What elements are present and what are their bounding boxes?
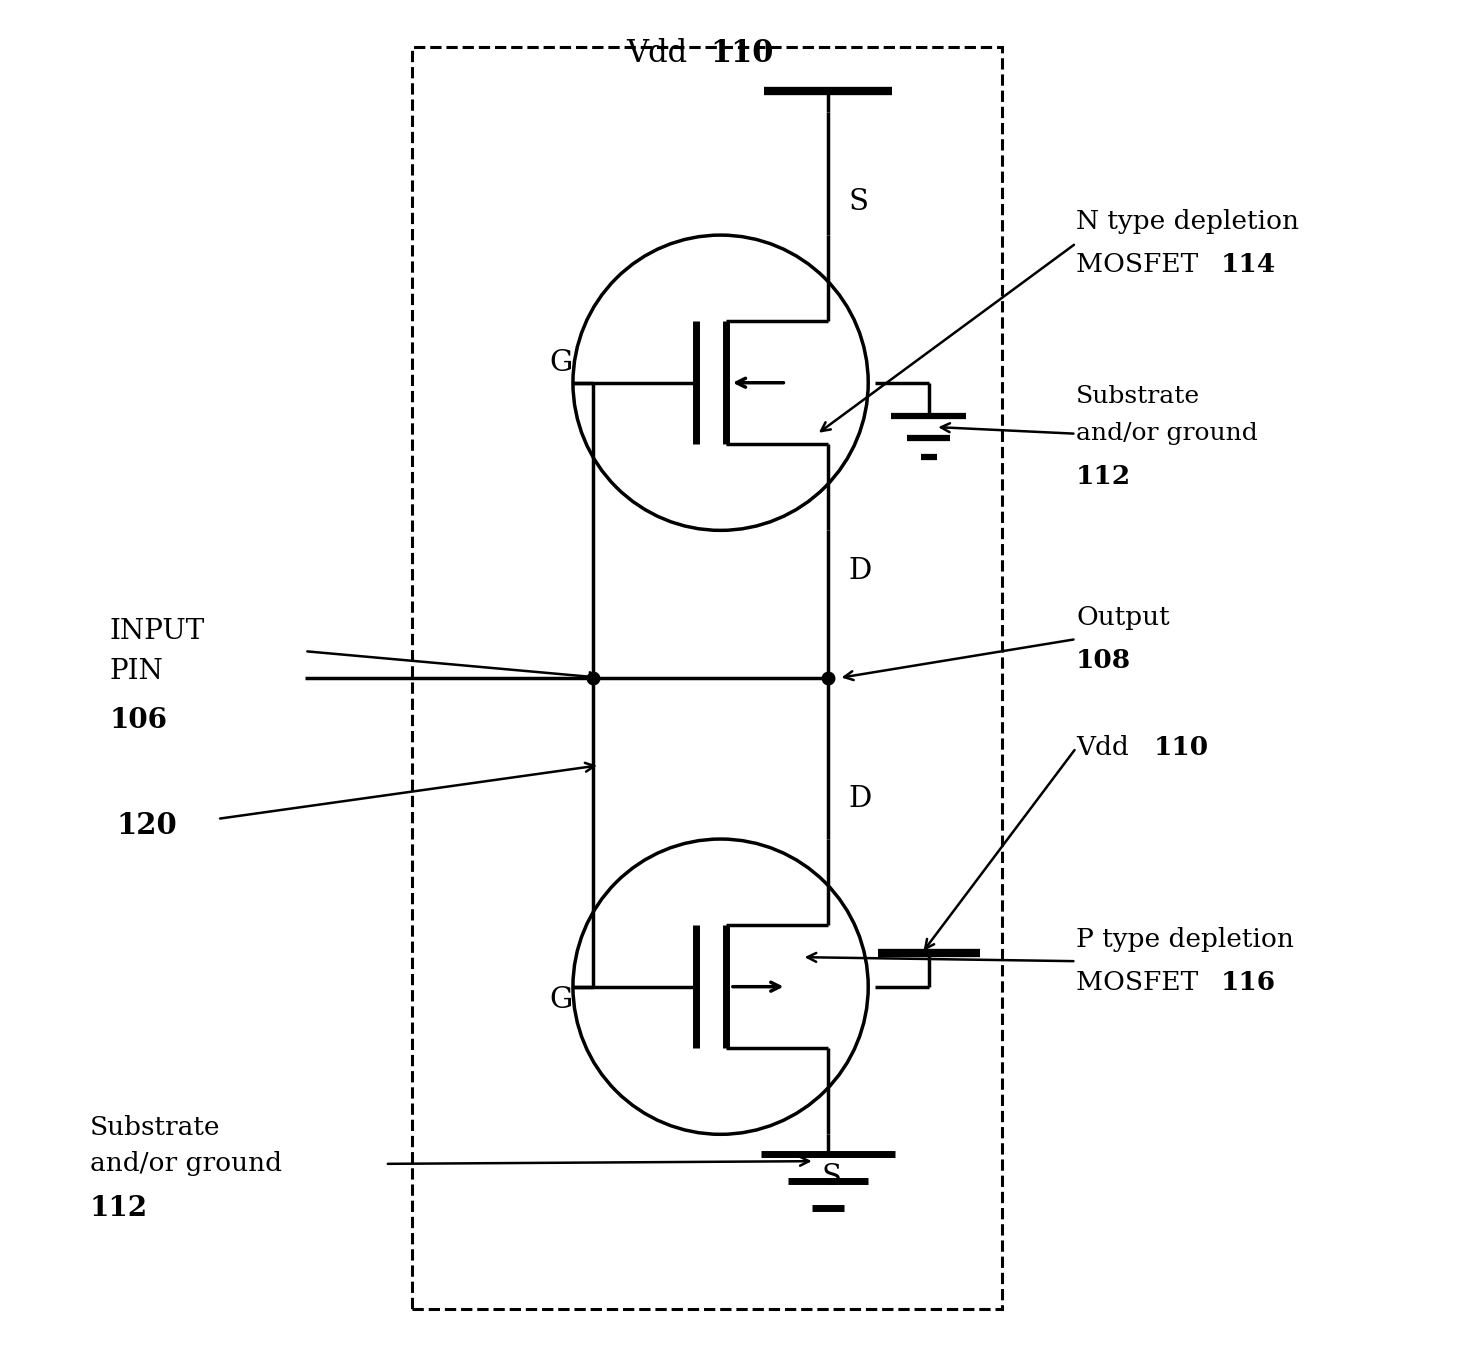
Text: 112: 112 — [90, 1195, 148, 1222]
Text: Substrate: Substrate — [90, 1115, 220, 1140]
Text: INPUT: INPUT — [110, 617, 206, 644]
Text: and/or ground: and/or ground — [90, 1151, 282, 1177]
Text: G: G — [549, 986, 573, 1014]
Text: N type depletion: N type depletion — [1076, 209, 1299, 235]
Text: Output: Output — [1076, 605, 1170, 631]
Text: 114: 114 — [1221, 252, 1277, 277]
Text: 106: 106 — [110, 708, 167, 735]
Text: PIN: PIN — [110, 658, 164, 685]
Text: 120: 120 — [116, 811, 178, 841]
Text: Vdd: Vdd — [627, 38, 697, 69]
Text: 112: 112 — [1076, 464, 1132, 490]
Text: 110: 110 — [1154, 735, 1210, 761]
Text: G: G — [549, 348, 573, 377]
Text: S: S — [849, 187, 868, 216]
Text: MOSFET: MOSFET — [1076, 252, 1207, 277]
Text: S: S — [821, 1163, 841, 1192]
Text: MOSFET: MOSFET — [1076, 970, 1207, 995]
Text: 110: 110 — [711, 38, 774, 69]
Text: Substrate: Substrate — [1076, 385, 1201, 408]
Text: Vdd: Vdd — [1076, 735, 1138, 761]
Text: D: D — [849, 556, 872, 584]
Text: D: D — [849, 785, 872, 812]
Text: 108: 108 — [1076, 648, 1132, 673]
Text: and/or ground: and/or ground — [1076, 422, 1258, 445]
Text: P type depletion: P type depletion — [1076, 928, 1295, 952]
Text: 116: 116 — [1221, 970, 1276, 995]
